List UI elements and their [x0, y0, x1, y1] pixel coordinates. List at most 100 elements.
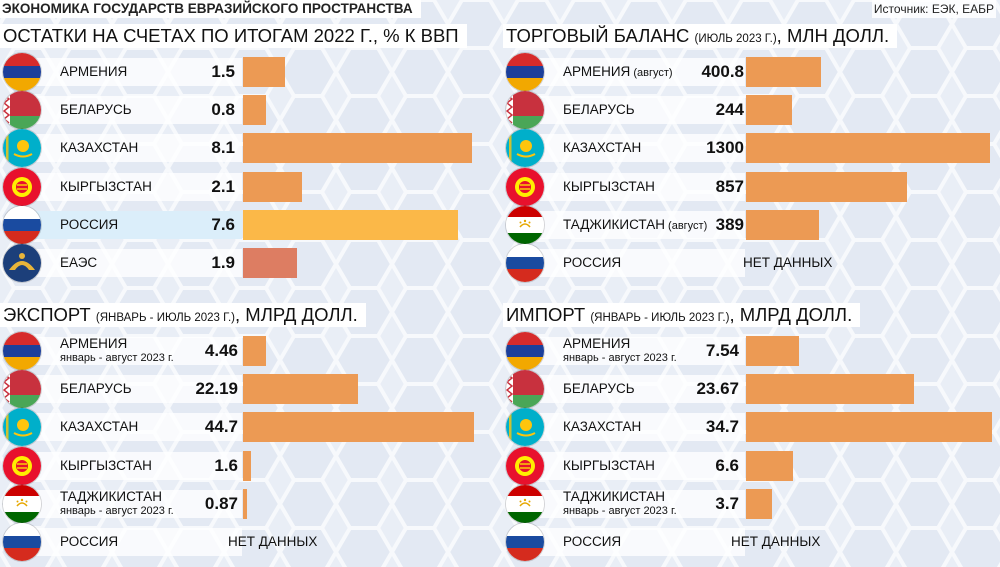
- category-name: РОССИЯ: [60, 534, 119, 549]
- chart-row: БЕЛАРУСЬ 23.67: [503, 370, 1000, 409]
- bar: [243, 450, 252, 481]
- category-label: ТАДЖИКИСТАН январь - август 2023 г.: [60, 488, 174, 526]
- row-label-background: [22, 210, 242, 239]
- category-label: ТАДЖИКИСТАН январь - август 2023 г.: [563, 488, 677, 526]
- bar: [746, 133, 991, 164]
- chart-row: ТАДЖИКИСТАН январь - август 2023 г. 0.87: [0, 484, 497, 523]
- russia-flag-icon: [506, 523, 544, 561]
- chart-row: КЫРГЫЗСТАН 1.6: [0, 446, 497, 485]
- category-label: КЫРГЫЗСТАН: [60, 448, 152, 484]
- category-name: РОССИЯ: [563, 534, 622, 549]
- bar: [243, 133, 473, 164]
- chart-row: АРМЕНИЯ (август) 400.8: [503, 53, 1000, 91]
- data-label: 3.7: [715, 493, 739, 513]
- row-label-background: [22, 375, 242, 404]
- category-period-note: (август): [664, 219, 708, 232]
- data-label: 7.54: [705, 341, 739, 360]
- armenia-flag-icon: [3, 53, 41, 91]
- category-label: КАЗАХСТАН: [60, 130, 138, 166]
- bar: [243, 248, 297, 278]
- category-period-note: январь - август 2023 г.: [60, 504, 174, 517]
- infographic-header: ЭКОНОМИКА ГОСУДАРСТВ ЕВРАЗИЙСКОГО ПРОСТР…: [0, 0, 1000, 18]
- category-label: БЕЛАРУСЬ: [563, 371, 635, 407]
- bar: [746, 374, 914, 405]
- russia-flag-icon: [506, 244, 544, 282]
- panel-title-period: (ЯНВАРЬ - ИЮЛЬ 2023 Г.): [590, 312, 730, 324]
- panel-title-unit: , МЛРД ДОЛЛ.: [729, 304, 853, 325]
- row-label-background: [22, 413, 242, 442]
- kazakhstan-flag-icon: [506, 129, 544, 168]
- category-period-note: январь - август 2023 г.: [563, 352, 677, 364]
- data-label: 23.67: [696, 379, 739, 399]
- panel-title-unit: , МЛРД ДОЛЛ.: [235, 304, 358, 325]
- chart-row: АРМЕНИЯ январь - август 2023 г. 7.54: [503, 332, 1000, 370]
- category-label: КАЗАХСТАН: [60, 409, 138, 445]
- category-name: КЫРГЫЗСТАН: [60, 457, 152, 473]
- chart-row: БЕЛАРУСЬ 244: [503, 91, 1000, 130]
- chart-row: РОССИЯ НЕТ ДАННЫХ: [503, 244, 1000, 282]
- bar: [243, 57, 286, 87]
- category-label: ТАДЖИКИСТАН (август): [563, 207, 707, 243]
- chart-row: КЫРГЫЗСТАН 857: [503, 167, 1000, 206]
- data-label: 400.8: [701, 62, 744, 81]
- data-label: 34.7: [705, 417, 739, 437]
- row-label-background: [525, 172, 745, 201]
- data-label: 7.6: [211, 214, 235, 234]
- category-name: КАЗАХСТАН: [60, 140, 139, 156]
- panel-title-main: ТОРГОВЫЙ БАЛАНС: [506, 25, 695, 46]
- data-label: 2.1: [211, 176, 235, 196]
- chart-row: РОССИЯ НЕТ ДАННЫХ: [503, 523, 1000, 561]
- row-label-background: [22, 172, 242, 201]
- no-data-label: НЕТ ДАННЫХ: [743, 255, 833, 270]
- category-name: КЫРГЫЗСТАН: [60, 178, 152, 194]
- panel-title: ТОРГОВЫЙ БАЛАНС (ИЮЛЬ 2023 Г.), МЛН ДОЛЛ…: [503, 24, 898, 48]
- belarus-flag-icon: [3, 91, 41, 130]
- chart-row: КЫРГЫЗСТАН 6.6: [503, 446, 1000, 485]
- row-label-background: [22, 58, 242, 86]
- category-label: АРМЕНИЯ: [60, 54, 127, 90]
- category-name: ТАДЖИКИСТАН: [563, 488, 665, 504]
- category-label: БЕЛАРУСЬ: [60, 371, 132, 407]
- category-period-note: январь - август 2023 г.: [60, 352, 174, 364]
- row-label-background: [525, 134, 745, 163]
- row-label-background: [525, 58, 745, 86]
- tajikistan-flag-icon: [506, 205, 544, 244]
- row-label-background: [525, 489, 745, 518]
- category-label: РОССИЯ: [563, 524, 621, 560]
- category-name: ТАДЖИКИСТАН: [60, 488, 162, 504]
- kyrgyzstan-flag-icon: [3, 446, 41, 485]
- panel-title: ОСТАТКИ НА СЧЕТАХ ПО ИТОГАМ 2022 Г., % К…: [0, 24, 467, 48]
- chart-row: БЕЛАРУСЬ 22.19: [0, 370, 497, 409]
- no-data-label: НЕТ ДАННЫХ: [731, 534, 821, 549]
- panel-title: ИМПОРТ (ЯНВАРЬ - ИЮЛЬ 2023 Г.), МЛРД ДОЛ…: [503, 303, 861, 327]
- category-name: КЫРГЫЗСТАН: [563, 457, 655, 473]
- panel-title-unit: , МЛН ДОЛЛ.: [776, 25, 890, 46]
- data-label: 44.7: [204, 417, 238, 437]
- armenia-flag-icon: [506, 53, 544, 91]
- data-label: 857: [715, 176, 744, 196]
- kazakhstan-flag-icon: [3, 408, 41, 447]
- source-note: Источник: ЕЭК, ЕАБР: [871, 0, 996, 18]
- belarus-flag-icon: [3, 370, 41, 409]
- category-name: БЕЛАРУСЬ: [563, 102, 635, 118]
- row-label-background: [22, 337, 242, 365]
- kyrgyzstan-flag-icon: [3, 167, 41, 206]
- bar: [243, 488, 248, 519]
- chart-row: КАЗАХСТАН 1300: [503, 129, 1000, 168]
- bar: [746, 450, 793, 481]
- tajikistan-flag-icon: [506, 484, 544, 523]
- kazakhstan-flag-icon: [506, 408, 544, 447]
- bar: [746, 95, 792, 126]
- category-label: ЕАЭС: [60, 245, 97, 281]
- panel-title-period: (ИЮЛЬ 2023 Г.): [694, 33, 777, 45]
- bar: [243, 412, 474, 443]
- panel-title-main: ИМПОРТ: [506, 304, 591, 325]
- panel-export: ЭКСПОРТ (ЯНВАРЬ - ИЮЛЬ 2023 Г.), МЛРД ДО…: [0, 303, 497, 561]
- data-label: 1.5: [211, 62, 235, 81]
- category-label: КАЗАХСТАН: [563, 409, 641, 445]
- row-label-background: [525, 528, 745, 556]
- bar: [746, 412, 992, 443]
- chart-row: ТАДЖИКИСТАН (август) 389: [503, 205, 1000, 244]
- panel-trade-balance: ТОРГОВЫЙ БАЛАНС (ИЮЛЬ 2023 Г.), МЛН ДОЛЛ…: [503, 24, 1000, 282]
- bar: [243, 95, 266, 126]
